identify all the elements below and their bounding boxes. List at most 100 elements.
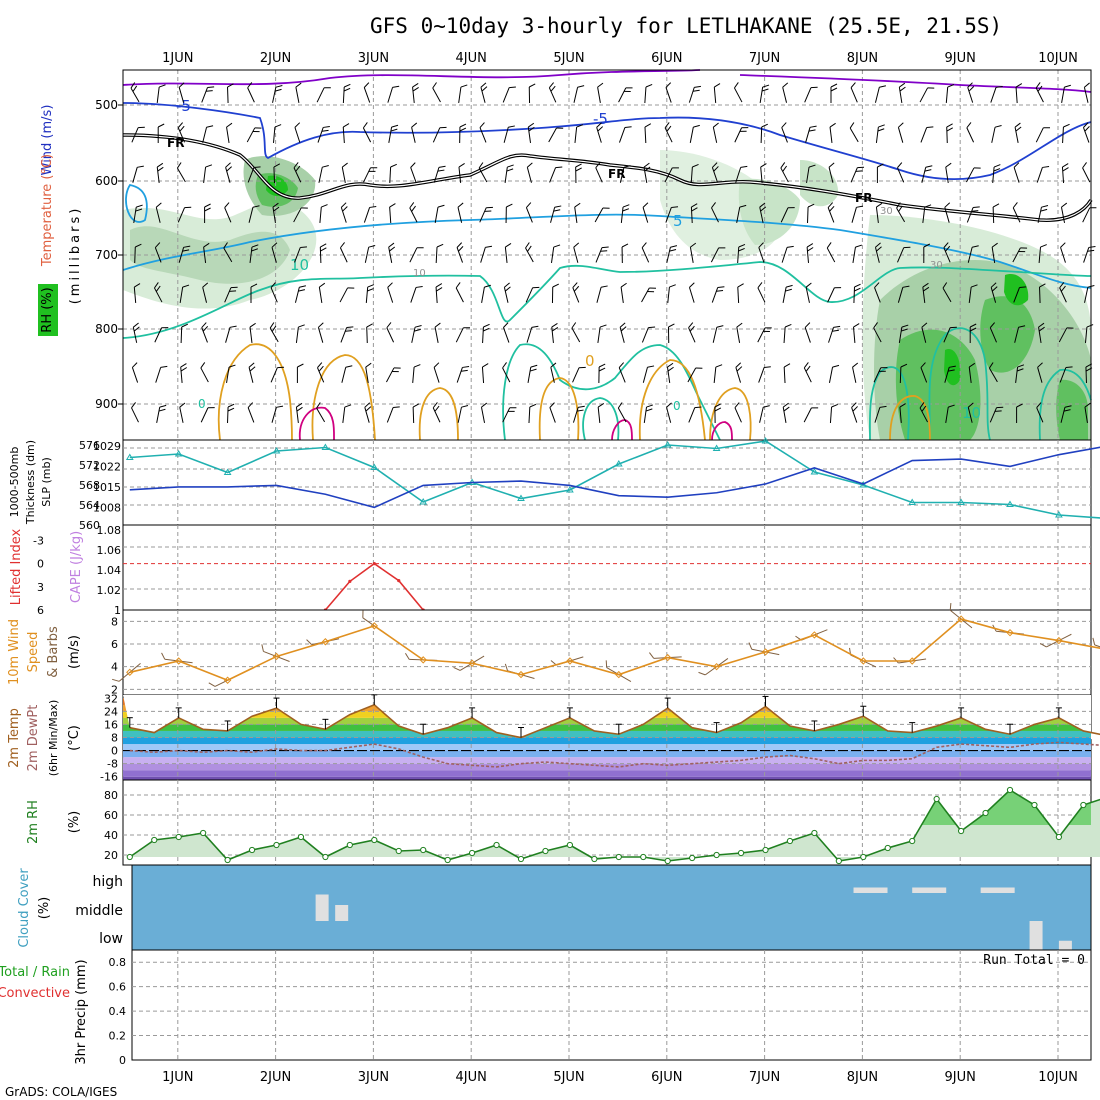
wind-barb-staff	[875, 206, 879, 224]
wind-barb-staff	[665, 207, 672, 223]
wind-barb-flag	[413, 364, 421, 368]
wind-barb	[710, 247, 726, 263]
wind-barb-flag	[948, 369, 955, 372]
ylabel-temp-units: (°C)	[67, 725, 82, 751]
wind-barb-flag	[597, 82, 604, 88]
wind-barb-flag	[808, 129, 816, 132]
wind-barb-staff	[619, 167, 625, 183]
wind-barb-staff	[735, 367, 742, 383]
wind-barb	[898, 324, 909, 343]
wind-barb-flag	[826, 242, 832, 249]
wind-barb-flag	[551, 326, 559, 332]
wind-barb-staff	[318, 287, 323, 303]
precip-ticks: 0.8 0.6 0.4 0.2 0	[109, 956, 127, 1067]
wind-barb-staff	[944, 367, 950, 383]
wind-barb-flag	[486, 206, 493, 209]
wind-barb-flag	[600, 285, 608, 288]
wind-barb	[480, 402, 488, 423]
wind-barb	[783, 323, 792, 344]
wind-barb-flag	[1060, 285, 1066, 292]
wind-barb	[968, 284, 978, 304]
wind-barb	[621, 243, 629, 264]
wind-barb	[177, 122, 185, 143]
wind-barb-staff	[991, 127, 996, 143]
wind-barb-staff	[1035, 127, 1044, 143]
wind-barb-flag	[624, 90, 631, 92]
wind-barb-staff	[527, 367, 532, 383]
day-label-bottom: 1JUN	[162, 1070, 193, 1085]
day-label-bottom: 4JUN	[456, 1070, 487, 1085]
wind-barb-staff	[642, 367, 648, 383]
wind-barb	[226, 364, 236, 383]
wind-barb	[851, 402, 858, 423]
y-tick-thickness: 560	[79, 519, 100, 532]
wind-barb-flag	[460, 84, 468, 88]
day-labels-bottom: 1JUN 2JUN 3JUN 4JUN 5JUN 6JUN 7JUN 8JUN 9JUN 10JU…	[162, 1070, 1078, 1085]
wind-barb	[737, 243, 746, 264]
wind-barb-staff	[132, 167, 138, 183]
wind-barb-flag	[647, 291, 655, 293]
wind-barb-staff	[736, 327, 741, 343]
wind-barb-staff	[1036, 167, 1043, 183]
wind-barb-flag	[829, 205, 835, 212]
wind-barb	[921, 322, 928, 343]
wind-barb-staff	[597, 87, 601, 103]
wind10m-barb-flag	[949, 603, 952, 611]
wind-barb	[874, 85, 886, 103]
y-tick-precip: 0.6	[109, 981, 127, 994]
wind-barb	[1062, 123, 1070, 144]
wind-barb-staff	[1035, 87, 1044, 103]
wind-barb	[988, 362, 998, 383]
wind-barb-flag	[689, 282, 695, 288]
wind-barb	[133, 204, 143, 223]
y-tick-wind: 8	[111, 615, 118, 628]
wind-barb	[688, 85, 701, 103]
wind-barb-staff	[942, 287, 952, 303]
wind-barb-flag	[506, 203, 513, 208]
wind-barb-flag	[299, 285, 306, 288]
wind-barb-staff	[572, 367, 580, 383]
rh-point	[640, 853, 647, 861]
wind-barb	[829, 122, 836, 144]
wind-barb	[942, 282, 952, 303]
thickness-point	[663, 441, 672, 448]
rh-point	[175, 833, 182, 841]
wind-barb	[874, 282, 881, 303]
wind-barb-flag	[180, 363, 187, 368]
wind-barb-flag	[247, 82, 253, 89]
wind-barb-flag	[134, 283, 141, 288]
wind-barb	[711, 202, 719, 223]
wind-barb-staff	[433, 367, 440, 383]
wind-barb	[179, 402, 186, 423]
wind-barb-flag	[738, 243, 746, 248]
wind-barb	[575, 163, 582, 184]
wind-barb	[317, 322, 324, 343]
wind-barb	[1085, 324, 1094, 344]
wind-barb-staff	[479, 207, 487, 223]
wind-barb-flag	[176, 162, 182, 169]
wind-barb-flag	[782, 165, 788, 172]
wind-barb	[641, 242, 650, 263]
wind-barb-staff	[921, 327, 927, 343]
wind-barb-flag	[690, 242, 697, 248]
wind-barb-flag	[202, 282, 209, 288]
wind10m-barb-flag	[362, 610, 364, 618]
y-tick-wind: 4	[111, 661, 118, 674]
wind-barb-flag	[531, 325, 539, 328]
wind-barb-staff	[294, 127, 301, 143]
wind-barb-flag	[688, 322, 694, 329]
wind-barb	[806, 164, 816, 183]
wind-barb	[921, 165, 933, 183]
wind-barb-flag	[202, 325, 209, 332]
wind-barb-staff	[225, 167, 231, 183]
wind-barb	[363, 206, 377, 223]
thickness-point	[614, 460, 623, 467]
thickness-point	[712, 444, 721, 451]
rh2m-panel: 80 60 40 20 2m RH (%)	[26, 779, 1100, 866]
wind-barb	[131, 362, 139, 383]
wind-barb-flag	[579, 366, 586, 369]
ylabel-10m-wind: 10m Wind	[7, 619, 22, 685]
wind-barb-flag	[155, 202, 162, 208]
wind-barb-flag	[764, 366, 771, 368]
wind-barb	[410, 162, 417, 183]
